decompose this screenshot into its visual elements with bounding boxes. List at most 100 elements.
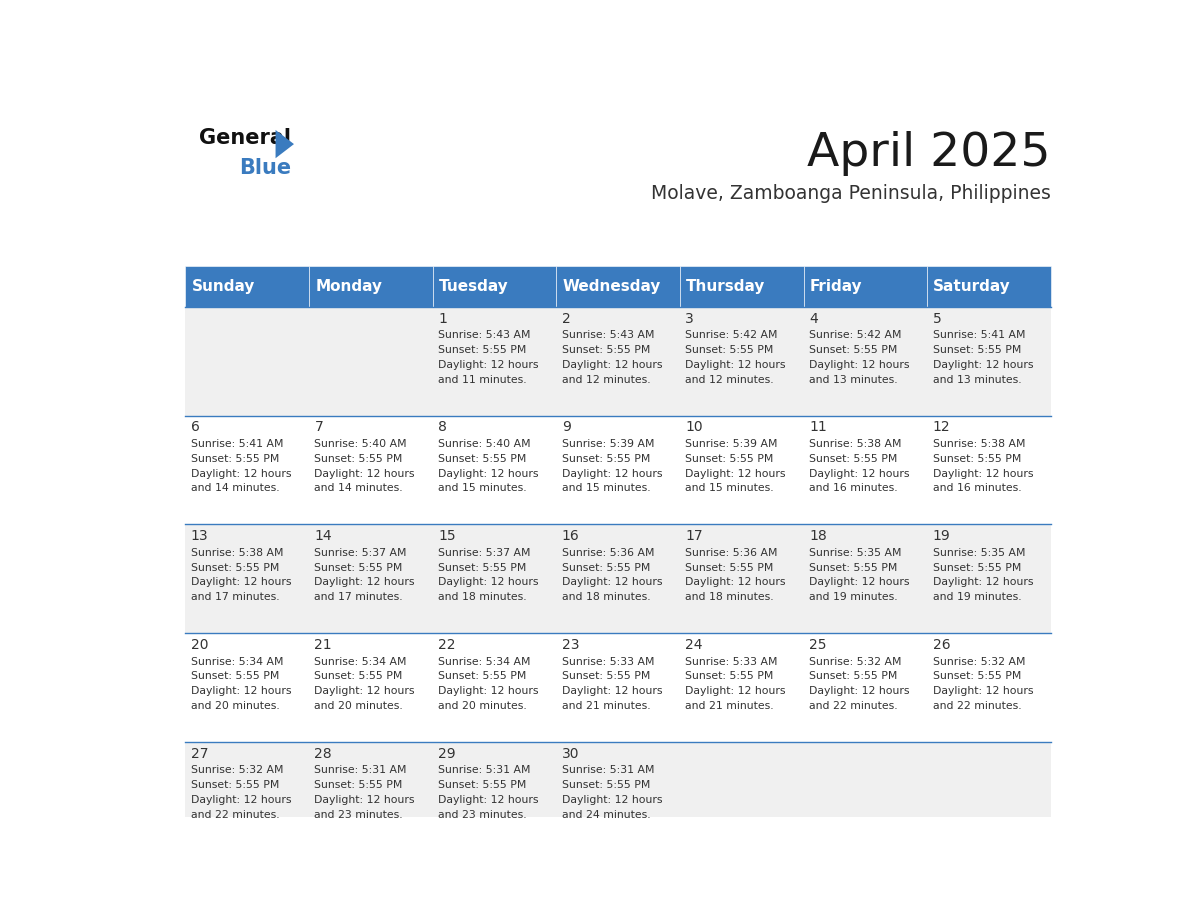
Text: Sunset: 5:55 PM: Sunset: 5:55 PM — [438, 345, 526, 355]
Text: Daylight: 12 hours: Daylight: 12 hours — [562, 795, 662, 805]
Text: Daylight: 12 hours: Daylight: 12 hours — [191, 577, 291, 588]
Text: Daylight: 12 hours: Daylight: 12 hours — [315, 687, 415, 696]
Text: 5: 5 — [933, 311, 941, 326]
Text: Daylight: 12 hours: Daylight: 12 hours — [191, 795, 291, 805]
Bar — [432, 265, 556, 307]
Text: Sunset: 5:55 PM: Sunset: 5:55 PM — [933, 453, 1020, 464]
Text: 29: 29 — [438, 747, 456, 761]
Text: Daylight: 12 hours: Daylight: 12 hours — [809, 577, 910, 588]
Bar — [185, 416, 1051, 524]
Text: Sunrise: 5:43 AM: Sunrise: 5:43 AM — [438, 330, 531, 340]
Text: Sunrise: 5:39 AM: Sunrise: 5:39 AM — [685, 439, 778, 449]
Text: and 23 minutes.: and 23 minutes. — [438, 810, 526, 820]
Text: and 20 minutes.: and 20 minutes. — [191, 701, 279, 711]
Text: and 15 minutes.: and 15 minutes. — [438, 484, 526, 493]
Text: Sunrise: 5:38 AM: Sunrise: 5:38 AM — [809, 439, 902, 449]
Text: and 18 minutes.: and 18 minutes. — [438, 592, 526, 602]
Text: Sunrise: 5:33 AM: Sunrise: 5:33 AM — [685, 656, 778, 666]
Text: Daylight: 12 hours: Daylight: 12 hours — [933, 577, 1034, 588]
Text: Daylight: 12 hours: Daylight: 12 hours — [191, 687, 291, 696]
Text: and 13 minutes.: and 13 minutes. — [933, 375, 1022, 385]
Text: Sunrise: 5:35 AM: Sunrise: 5:35 AM — [933, 548, 1025, 558]
Text: Sunset: 5:55 PM: Sunset: 5:55 PM — [685, 453, 773, 464]
Text: and 23 minutes.: and 23 minutes. — [315, 810, 403, 820]
Bar — [185, 307, 1051, 416]
Text: and 19 minutes.: and 19 minutes. — [933, 592, 1022, 602]
Text: Sunset: 5:55 PM: Sunset: 5:55 PM — [438, 453, 526, 464]
Text: Sunrise: 5:31 AM: Sunrise: 5:31 AM — [438, 766, 531, 776]
Text: Sunrise: 5:43 AM: Sunrise: 5:43 AM — [562, 330, 655, 340]
Text: 1: 1 — [438, 311, 447, 326]
Text: General: General — [200, 128, 291, 148]
Text: 14: 14 — [315, 530, 333, 543]
Text: 8: 8 — [438, 420, 447, 434]
Text: Sunset: 5:55 PM: Sunset: 5:55 PM — [438, 780, 526, 790]
Text: Daylight: 12 hours: Daylight: 12 hours — [685, 468, 786, 478]
Text: Daylight: 12 hours: Daylight: 12 hours — [438, 795, 538, 805]
Text: Sunrise: 5:41 AM: Sunrise: 5:41 AM — [191, 439, 284, 449]
Text: 7: 7 — [315, 420, 323, 434]
Text: Sunset: 5:55 PM: Sunset: 5:55 PM — [315, 563, 403, 573]
Bar — [556, 265, 680, 307]
Text: and 22 minutes.: and 22 minutes. — [809, 701, 898, 711]
Text: Wednesday: Wednesday — [562, 279, 661, 294]
Text: 6: 6 — [191, 420, 200, 434]
Text: and 21 minutes.: and 21 minutes. — [685, 701, 775, 711]
Text: and 24 minutes.: and 24 minutes. — [562, 810, 650, 820]
Text: 23: 23 — [562, 638, 580, 652]
Text: Sunset: 5:55 PM: Sunset: 5:55 PM — [685, 345, 773, 355]
Text: Sunrise: 5:32 AM: Sunrise: 5:32 AM — [191, 766, 284, 776]
Text: Thursday: Thursday — [685, 279, 765, 294]
Text: Daylight: 12 hours: Daylight: 12 hours — [809, 360, 910, 370]
Text: Sunrise: 5:41 AM: Sunrise: 5:41 AM — [933, 330, 1025, 340]
Text: 18: 18 — [809, 530, 827, 543]
Text: and 11 minutes.: and 11 minutes. — [438, 375, 526, 385]
Text: 19: 19 — [933, 530, 950, 543]
Text: Sunset: 5:55 PM: Sunset: 5:55 PM — [191, 780, 279, 790]
Text: and 21 minutes.: and 21 minutes. — [562, 701, 650, 711]
Text: Sunrise: 5:36 AM: Sunrise: 5:36 AM — [562, 548, 655, 558]
Bar — [185, 633, 1051, 742]
Text: Sunset: 5:55 PM: Sunset: 5:55 PM — [562, 345, 650, 355]
Text: 30: 30 — [562, 747, 580, 761]
Text: 9: 9 — [562, 420, 570, 434]
Text: Daylight: 12 hours: Daylight: 12 hours — [438, 687, 538, 696]
Text: 20: 20 — [191, 638, 208, 652]
Text: 16: 16 — [562, 530, 580, 543]
Text: 22: 22 — [438, 638, 456, 652]
Text: Daylight: 12 hours: Daylight: 12 hours — [562, 687, 662, 696]
Text: Daylight: 12 hours: Daylight: 12 hours — [562, 360, 662, 370]
Text: Sunset: 5:55 PM: Sunset: 5:55 PM — [315, 671, 403, 681]
Text: and 22 minutes.: and 22 minutes. — [933, 701, 1022, 711]
Text: and 13 minutes.: and 13 minutes. — [809, 375, 898, 385]
Text: 26: 26 — [933, 638, 950, 652]
Text: Sunset: 5:55 PM: Sunset: 5:55 PM — [809, 453, 897, 464]
Text: Daylight: 12 hours: Daylight: 12 hours — [315, 468, 415, 478]
Text: 2: 2 — [562, 311, 570, 326]
Text: Saturday: Saturday — [934, 279, 1011, 294]
Text: Sunrise: 5:31 AM: Sunrise: 5:31 AM — [315, 766, 407, 776]
Text: 17: 17 — [685, 530, 703, 543]
Text: Sunset: 5:55 PM: Sunset: 5:55 PM — [562, 780, 650, 790]
Text: Sunset: 5:55 PM: Sunset: 5:55 PM — [191, 453, 279, 464]
Text: 13: 13 — [191, 530, 208, 543]
Text: Sunrise: 5:37 AM: Sunrise: 5:37 AM — [315, 548, 407, 558]
Text: and 12 minutes.: and 12 minutes. — [685, 375, 775, 385]
Text: Sunrise: 5:36 AM: Sunrise: 5:36 AM — [685, 548, 778, 558]
Text: Sunset: 5:55 PM: Sunset: 5:55 PM — [685, 671, 773, 681]
Text: Sunrise: 5:34 AM: Sunrise: 5:34 AM — [191, 656, 284, 666]
Text: and 20 minutes.: and 20 minutes. — [438, 701, 526, 711]
Text: and 15 minutes.: and 15 minutes. — [562, 484, 650, 493]
Text: April 2025: April 2025 — [808, 131, 1051, 176]
Text: Sunrise: 5:34 AM: Sunrise: 5:34 AM — [438, 656, 531, 666]
Text: 15: 15 — [438, 530, 456, 543]
Text: Blue: Blue — [239, 158, 291, 177]
Text: 25: 25 — [809, 638, 827, 652]
Text: 12: 12 — [933, 420, 950, 434]
Text: Tuesday: Tuesday — [438, 279, 508, 294]
Text: and 18 minutes.: and 18 minutes. — [685, 592, 775, 602]
Text: Sunrise: 5:32 AM: Sunrise: 5:32 AM — [933, 656, 1025, 666]
Text: Daylight: 12 hours: Daylight: 12 hours — [809, 468, 910, 478]
Text: Daylight: 12 hours: Daylight: 12 hours — [933, 360, 1034, 370]
Text: Daylight: 12 hours: Daylight: 12 hours — [315, 795, 415, 805]
